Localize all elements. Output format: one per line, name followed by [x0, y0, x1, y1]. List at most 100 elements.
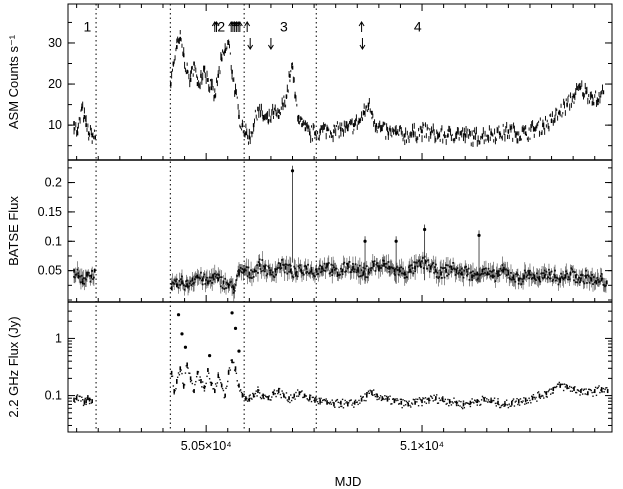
data-point [567, 276, 570, 279]
data-point [558, 110, 561, 115]
data-point [291, 275, 294, 278]
data-point [497, 271, 499, 276]
data-point [365, 276, 367, 279]
data-point [462, 402, 465, 407]
data-point [418, 259, 421, 262]
data-point [501, 264, 504, 266]
data-point [329, 271, 332, 274]
data-point [497, 398, 499, 400]
data-point [561, 277, 564, 280]
data-point [414, 400, 416, 405]
data-point [323, 262, 326, 265]
data-point [76, 268, 79, 271]
data-point [87, 271, 90, 274]
data-point [342, 407, 345, 409]
data-point [512, 274, 515, 279]
data-point [229, 369, 232, 371]
data-point [481, 395, 484, 398]
data-point [455, 400, 458, 405]
data-point [345, 270, 347, 273]
data-point [186, 362, 188, 367]
data-point [336, 398, 339, 401]
data-point [372, 262, 375, 267]
data-point [404, 404, 407, 406]
data-point [509, 405, 511, 407]
data-point [347, 266, 350, 269]
data-point [255, 270, 258, 273]
data-point [435, 396, 437, 401]
data-point [400, 400, 403, 405]
data-point [329, 401, 332, 403]
data-point [567, 387, 569, 389]
data-point [576, 389, 579, 391]
data-point [454, 401, 456, 403]
data-point [392, 267, 395, 270]
data-point [335, 267, 338, 270]
data-point [318, 267, 321, 270]
data-point [453, 268, 456, 271]
data-point [429, 399, 431, 402]
data-point [560, 272, 562, 275]
data-point [599, 275, 602, 278]
data-point [87, 131, 90, 136]
data-point [77, 399, 80, 402]
data-point [232, 286, 235, 291]
data-point [534, 398, 536, 400]
down-arrow-icon [267, 38, 274, 50]
data-point [473, 272, 476, 275]
data-point [208, 372, 210, 374]
data-point [460, 400, 462, 403]
data-point [474, 400, 477, 402]
data-point [385, 262, 388, 265]
data-point [176, 283, 179, 286]
data-point [583, 388, 586, 390]
data-point [371, 389, 373, 392]
data-point [450, 265, 453, 270]
data-point [466, 273, 469, 276]
data-point [433, 394, 435, 397]
data-point [485, 267, 487, 270]
data-point [264, 394, 266, 396]
data-point [177, 286, 180, 289]
data-point [416, 401, 418, 403]
data-point [600, 273, 603, 275]
data-point [534, 278, 537, 280]
data-point [455, 131, 458, 136]
data-point [350, 399, 352, 401]
data-point [227, 370, 230, 375]
data-point [387, 261, 390, 263]
data-point [238, 114, 240, 119]
data-point [452, 402, 454, 404]
data-point [257, 386, 259, 388]
data-point [384, 266, 387, 269]
data-point [354, 263, 357, 266]
data-point [415, 261, 418, 264]
data-point [380, 399, 383, 402]
data-point [244, 398, 246, 400]
data-point [581, 388, 583, 390]
data-point [403, 277, 406, 279]
data-point [568, 387, 570, 389]
data-point [552, 387, 555, 392]
data-point [473, 402, 475, 404]
data-point [460, 267, 463, 270]
data-point [398, 267, 401, 269]
data-point [275, 273, 278, 276]
data-point [519, 398, 522, 400]
data-point [187, 286, 189, 289]
data-point [183, 384, 186, 386]
data-point [584, 274, 587, 277]
data-point [195, 375, 198, 378]
data-point [535, 272, 538, 275]
y-tick-label: 30 [48, 36, 62, 50]
y-axis-label: BATSE Flux [6, 196, 21, 266]
data-point [220, 383, 223, 388]
data-point [74, 401, 76, 403]
data-point [190, 284, 193, 286]
data-point [263, 270, 266, 273]
data-point [501, 404, 504, 406]
data-point [294, 94, 296, 99]
data-point [371, 110, 373, 115]
data-point [207, 77, 209, 82]
data-point [317, 402, 320, 405]
